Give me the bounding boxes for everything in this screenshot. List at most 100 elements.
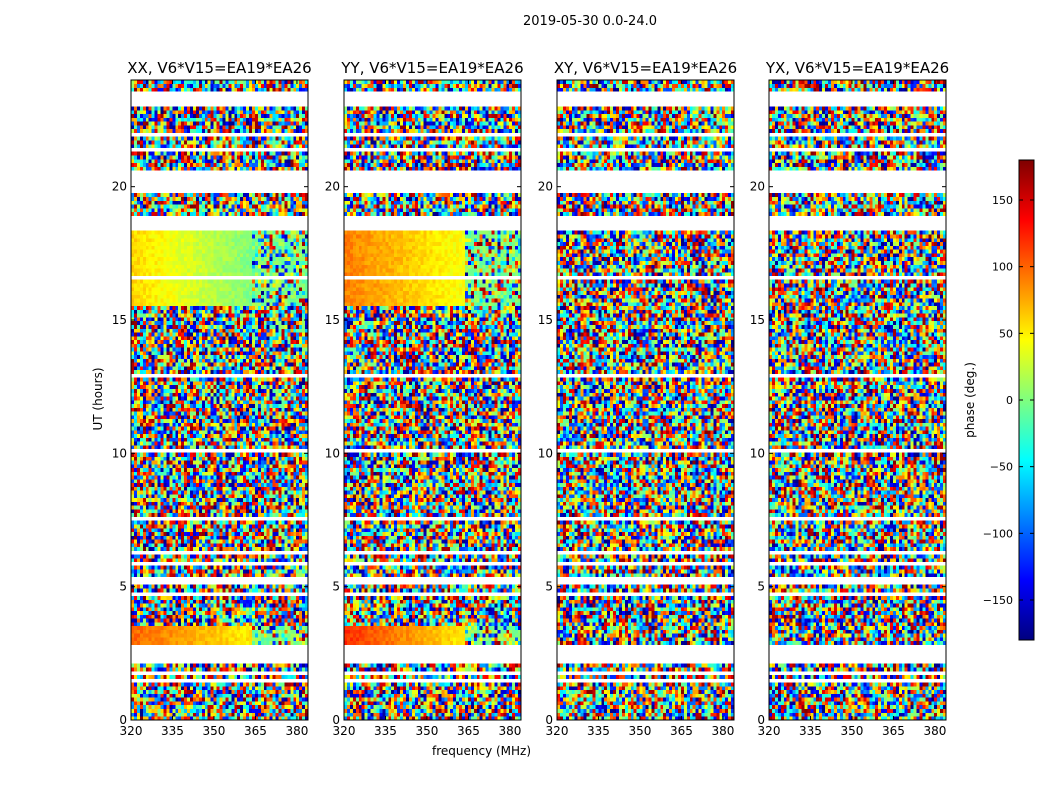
heatmap-cell [155, 690, 158, 694]
heatmap-cell [264, 487, 267, 491]
heatmap-cell [220, 633, 223, 637]
heatmap-cell [211, 505, 214, 509]
heatmap-cell [166, 603, 169, 607]
heatmap-cell [217, 675, 220, 679]
heatmap-cell [273, 603, 276, 607]
heatmap-cell [143, 490, 146, 494]
heatmap-cell [220, 701, 223, 705]
heatmap-cell [273, 664, 276, 668]
heatmap-cell [190, 430, 193, 434]
heatmap-cell [190, 543, 193, 547]
heatmap-cell [220, 426, 223, 430]
heatmap-cell [228, 430, 231, 434]
heatmap-cell [134, 441, 137, 445]
heatmap-cell [237, 423, 240, 427]
heatmap-cell [211, 483, 214, 487]
heatmap-cell [214, 381, 217, 385]
heatmap-cell [166, 411, 169, 415]
heatmap-cell [252, 419, 255, 423]
heatmap-cell [261, 686, 264, 690]
heatmap-cell [163, 622, 166, 626]
heatmap-cell [208, 505, 211, 509]
heatmap-cell [299, 441, 302, 445]
heatmap-cell [231, 618, 234, 622]
heatmap-cell [264, 641, 267, 645]
heatmap-cell [246, 389, 249, 393]
heatmap-cell [208, 573, 211, 577]
heatmap-cell [199, 709, 202, 713]
heatmap-cell [181, 554, 184, 558]
heatmap-cell [267, 596, 270, 600]
heatmap-cell [258, 389, 261, 393]
heatmap-cell [163, 675, 166, 679]
heatmap-cell [187, 637, 190, 641]
heatmap-cell [172, 588, 175, 592]
heatmap-cell [199, 554, 202, 558]
heatmap-cell [155, 667, 158, 671]
heatmap-cell [296, 584, 299, 588]
heatmap-cell [175, 400, 178, 404]
heatmap-cell [181, 385, 184, 389]
heatmap-cell [146, 370, 149, 374]
heatmap-cell [149, 415, 152, 419]
heatmap-cell [240, 392, 243, 396]
heatmap-cell [258, 611, 261, 615]
heatmap-cell [276, 558, 279, 562]
heatmap-cell [187, 615, 190, 619]
heatmap-cell [264, 596, 267, 600]
heatmap-cell [267, 686, 270, 690]
heatmap-cell [240, 607, 243, 611]
heatmap-cell [231, 475, 234, 479]
heatmap-cell [187, 396, 190, 400]
heatmap-cell [249, 626, 252, 630]
heatmap-cell [172, 547, 175, 551]
heatmap-cell [231, 392, 234, 396]
heatmap-cell [208, 392, 211, 396]
heatmap-cell [270, 573, 273, 577]
heatmap-cell [199, 490, 202, 494]
heatmap-cell [172, 370, 175, 374]
heatmap-cell [293, 408, 296, 412]
heatmap-cell [184, 705, 187, 709]
heatmap-cell [184, 377, 187, 381]
heatmap-cell [172, 558, 175, 562]
heatmap-cell [175, 694, 178, 698]
heatmap-cell [172, 475, 175, 479]
heatmap-cell [217, 600, 220, 604]
heatmap-cell [155, 709, 158, 713]
heatmap-cell [193, 539, 196, 543]
heatmap-cell [276, 494, 279, 498]
heatmap-cell [279, 411, 282, 415]
heatmap-cell [246, 434, 249, 438]
heatmap-cell [155, 377, 158, 381]
heatmap-cell [146, 438, 149, 442]
heatmap-cell [273, 438, 276, 442]
heatmap-cell [134, 370, 137, 374]
heatmap-cell [163, 404, 166, 408]
heatmap-cell [270, 528, 273, 532]
heatmap-cell [258, 479, 261, 483]
heatmap-cell [296, 494, 299, 498]
heatmap-cell [208, 464, 211, 468]
heatmap-cell [149, 441, 152, 445]
heatmap-cell [140, 505, 143, 509]
heatmap-cell [264, 584, 267, 588]
heatmap-cell [175, 705, 178, 709]
heatmap-cell [231, 430, 234, 434]
heatmap-cell [149, 483, 152, 487]
heatmap-cell [146, 494, 149, 498]
heatmap-cell [169, 408, 172, 412]
heatmap-cell [261, 505, 264, 509]
heatmap-cell [193, 494, 196, 498]
heatmap-cell [231, 404, 234, 408]
heatmap-cell [149, 584, 152, 588]
heatmap-cell [199, 479, 202, 483]
heatmap-cell [211, 667, 214, 671]
heatmap-cell [290, 441, 293, 445]
heatmap-cell [220, 690, 223, 694]
heatmap-cell [205, 411, 208, 415]
heatmap-cell [134, 709, 137, 713]
heatmap-cell [270, 487, 273, 491]
heatmap-cell [184, 588, 187, 592]
heatmap-cell [184, 667, 187, 671]
